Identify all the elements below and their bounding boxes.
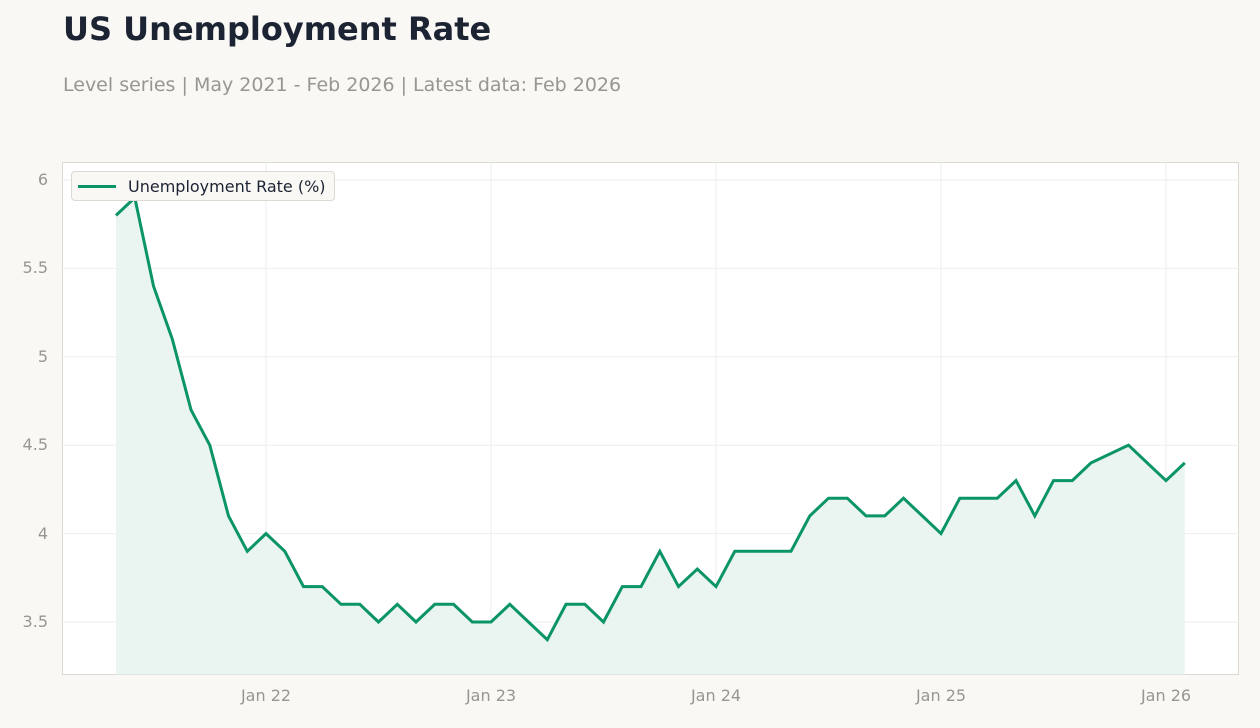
x-tick-label: Jan 25 (915, 686, 967, 705)
page-title: US Unemployment Rate (63, 10, 492, 48)
y-tick-label: 3.5 (22, 612, 48, 631)
legend-line-swatch (78, 184, 116, 188)
x-tick-label: Jan 22 (240, 686, 292, 705)
x-tick-label: Jan 23 (465, 686, 517, 705)
area-fill (116, 197, 1185, 675)
y-tick-label: 5.5 (22, 258, 48, 278)
y-tick-label: 4 (37, 523, 48, 543)
legend-label: Unemployment Rate (%) (128, 176, 326, 196)
y-tick-label: 4.5 (22, 435, 48, 455)
y-tick-label: 6 (37, 170, 48, 189)
x-tick-label: Jan 26 (1140, 686, 1192, 705)
data-line (114, 194, 1186, 643)
page-subtitle: Level series | May 2021 - Feb 2026 | Lat… (63, 74, 622, 96)
legend: Unemployment Rate (%) (71, 171, 335, 201)
x-tick-label: Jan 24 (690, 686, 742, 705)
y-tick-label: 5 (37, 346, 48, 366)
